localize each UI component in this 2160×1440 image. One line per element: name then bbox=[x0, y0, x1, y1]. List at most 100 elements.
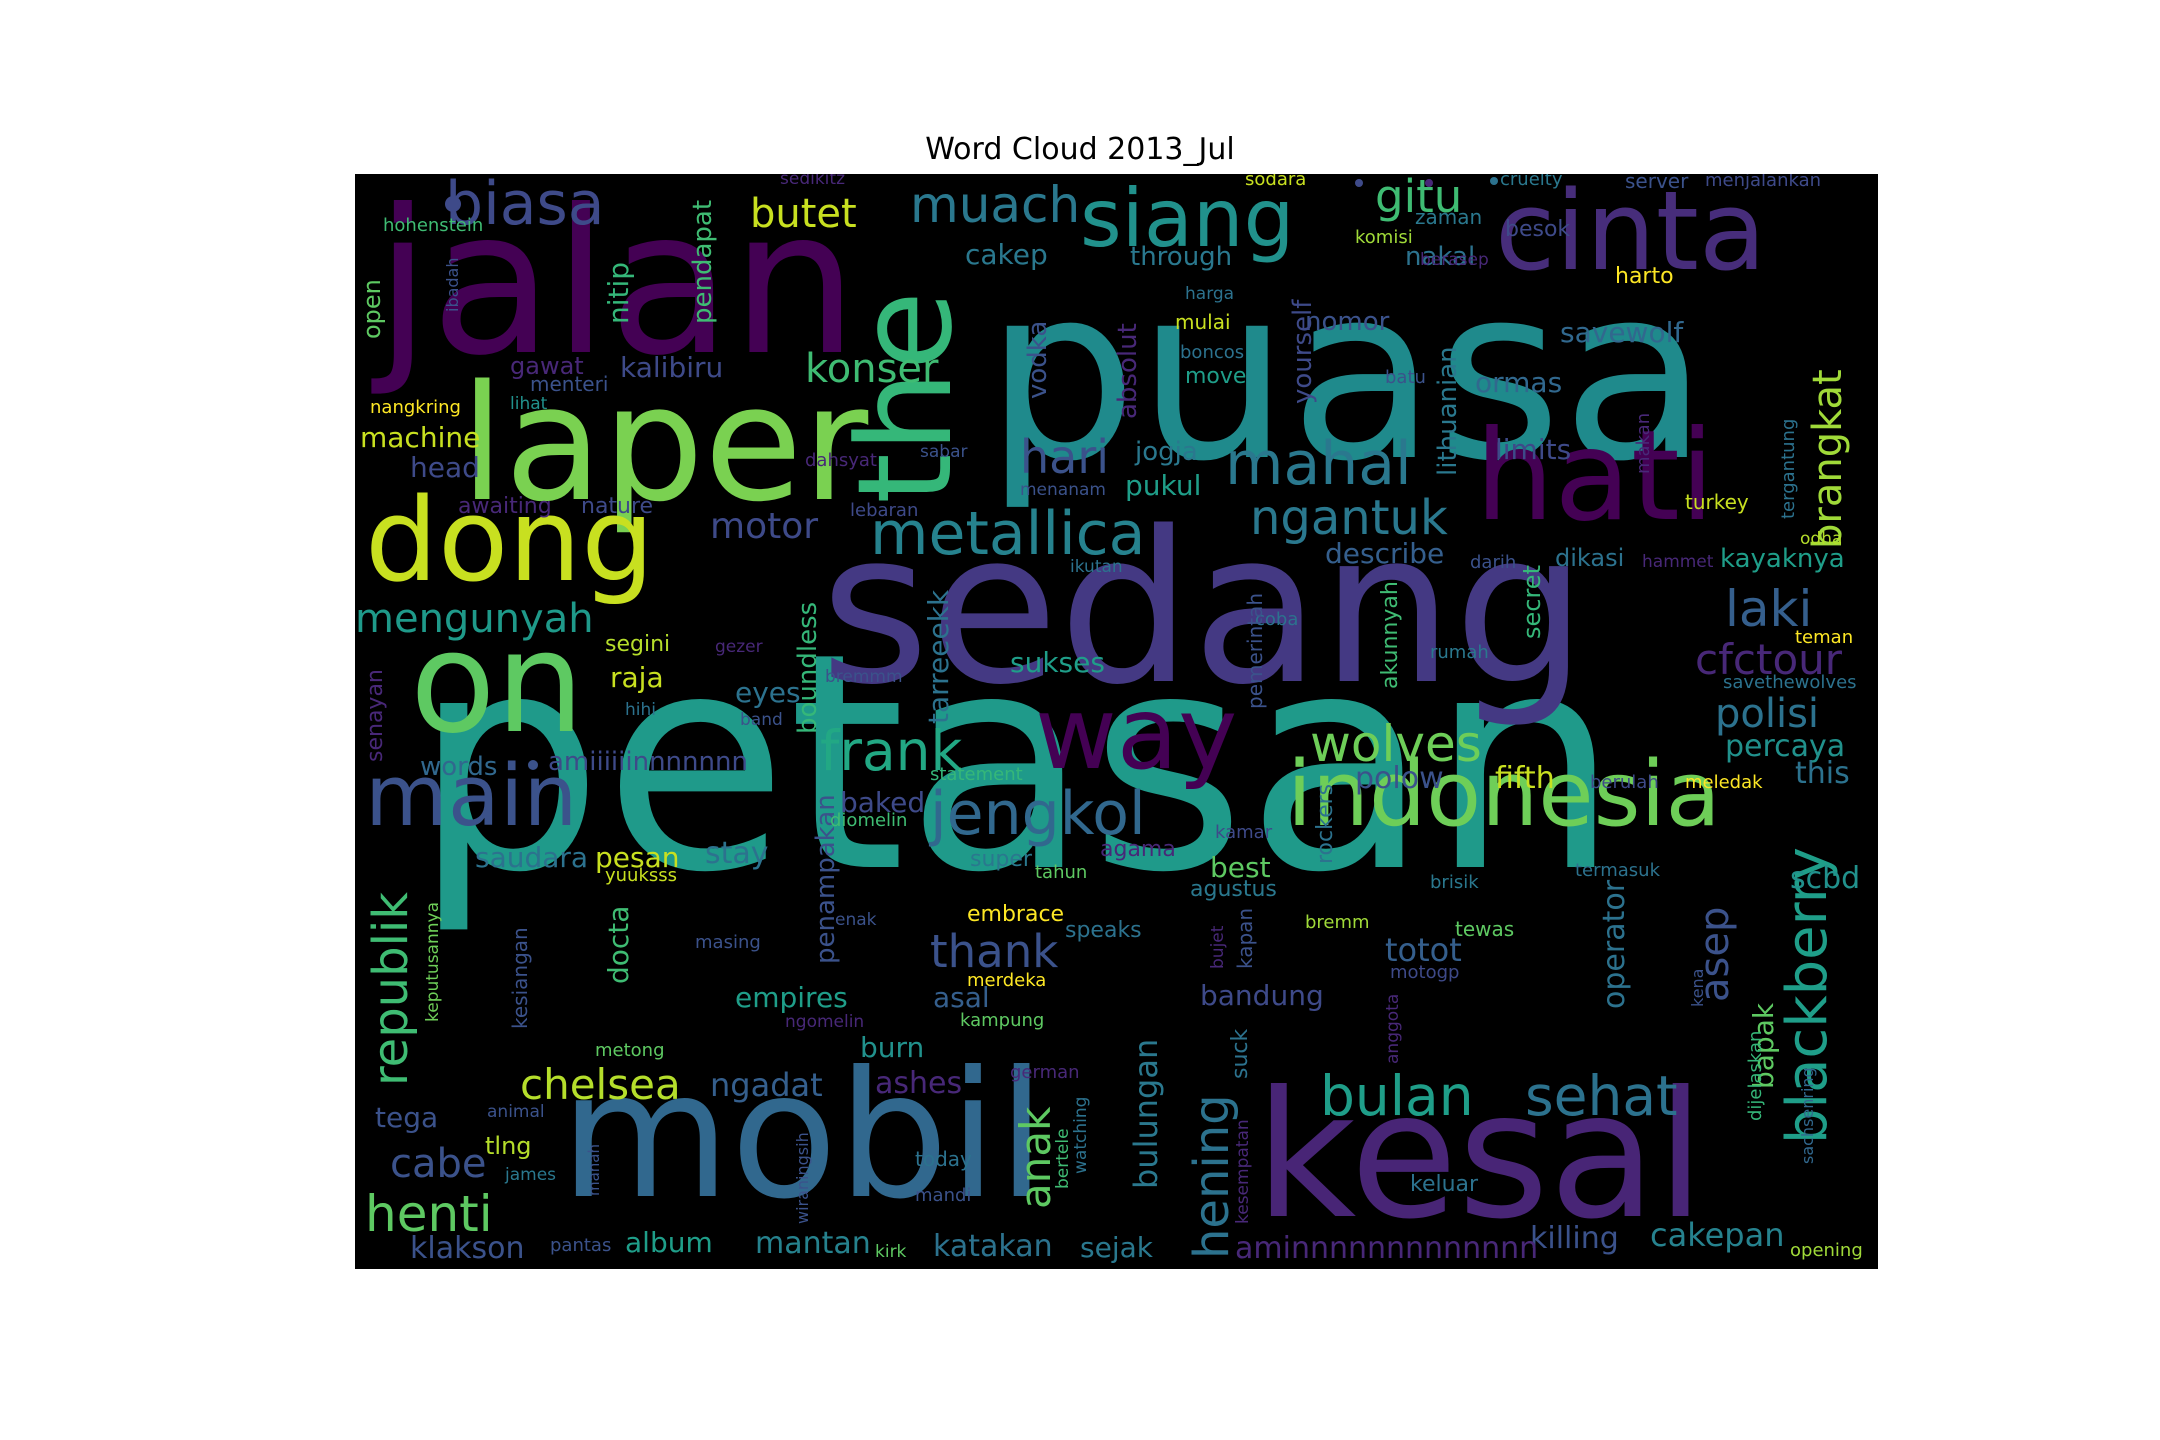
word-komisi: komisi bbox=[1355, 227, 1413, 248]
word-nomor: nomor bbox=[1305, 307, 1390, 337]
bullet-dot bbox=[1355, 179, 1363, 187]
word-band: band bbox=[740, 710, 783, 730]
word-secret: secret bbox=[1518, 565, 1546, 639]
word-menjalankan: menjalankan bbox=[1705, 174, 1822, 191]
word-enak: enak bbox=[835, 910, 877, 930]
word-hammet: hammet bbox=[1642, 552, 1714, 572]
word-mobil: mobil bbox=[560, 1035, 1046, 1238]
word-sehat: sehat bbox=[1525, 1064, 1678, 1128]
word-tlng: tlng bbox=[485, 1132, 532, 1160]
word-pesan: pesan bbox=[595, 841, 680, 874]
word-stay: stay bbox=[705, 836, 769, 871]
word-opening: opening bbox=[1790, 1240, 1863, 1261]
word-laper: laper bbox=[460, 350, 869, 537]
word-henti: henti bbox=[365, 1185, 493, 1243]
word-diomelin: diomelin bbox=[830, 810, 908, 831]
word-cinta: cinta bbox=[1495, 174, 1767, 295]
word-tewas: tewas bbox=[1455, 917, 1515, 941]
word-yourself: yourself bbox=[1288, 299, 1318, 404]
word-burn: burn bbox=[860, 1031, 925, 1064]
word-coba: coba bbox=[1255, 609, 1299, 630]
word-watching: watching bbox=[1071, 1096, 1091, 1174]
word-album: album bbox=[625, 1226, 713, 1259]
word-hening: hening bbox=[1184, 1094, 1240, 1259]
word-anak: anak bbox=[1011, 1106, 1060, 1209]
word-ngomelin: ngomelin bbox=[785, 1012, 865, 1032]
word-dahsyat: dahsyat bbox=[805, 450, 877, 471]
word-amiiiiiinnnnnnn: amiiiiiinnnnnnn bbox=[548, 747, 748, 777]
word-cabe: cabe bbox=[390, 1141, 487, 1187]
word-cakepan: cakepan bbox=[1650, 1216, 1785, 1254]
word-tergantung: tergantung bbox=[1778, 418, 1799, 519]
word-muach: muach bbox=[910, 176, 1081, 234]
bullet-dot bbox=[1425, 179, 1433, 187]
word-empires: empires bbox=[735, 981, 848, 1014]
word-kena: kena bbox=[1688, 968, 1707, 1007]
word-senayan: senayan bbox=[363, 669, 388, 762]
word-butet: butet bbox=[750, 191, 857, 237]
word-odha: odha bbox=[1800, 529, 1843, 549]
word-tega: tega bbox=[375, 1101, 439, 1134]
word-hihi: hihi bbox=[625, 700, 656, 720]
word-gawat: gawat bbox=[510, 352, 584, 380]
word-gezer: gezer bbox=[715, 637, 763, 657]
word-through: through bbox=[1130, 242, 1233, 272]
word-segini: segini bbox=[605, 632, 671, 657]
word-harto: harto bbox=[1615, 264, 1674, 289]
word-super: super bbox=[970, 847, 1032, 872]
figure-title: Word Cloud 2013_Jul bbox=[925, 132, 1235, 167]
word-totot: totot bbox=[1385, 931, 1462, 969]
word-lihat: lihat bbox=[510, 394, 548, 414]
word-ibadah: ibadah bbox=[443, 257, 462, 312]
word-server: server bbox=[1625, 174, 1689, 193]
word-today: today bbox=[915, 1147, 972, 1171]
word-biasa: biasa bbox=[445, 174, 605, 239]
word-batu: batu bbox=[1385, 367, 1426, 388]
word-tahun: tahun bbox=[1035, 862, 1088, 883]
word-animal: animal bbox=[487, 1102, 545, 1122]
word-berasep: berasep bbox=[1420, 250, 1489, 270]
word-kesempatan: kesempatan bbox=[1233, 1119, 1253, 1224]
word-james: james bbox=[505, 1165, 557, 1185]
word-kayaknya: kayaknya bbox=[1720, 544, 1845, 574]
word-frank: frank bbox=[820, 719, 963, 783]
word-masing: masing bbox=[695, 932, 761, 953]
word-petasan: petasan bbox=[413, 589, 1620, 938]
word-keluar: keluar bbox=[1410, 1172, 1479, 1197]
word-menanam: menanam bbox=[1020, 480, 1106, 500]
word-sukses: sukses bbox=[1010, 646, 1105, 679]
word-sodara: sodara bbox=[1245, 174, 1307, 190]
word-main: main bbox=[365, 747, 578, 846]
word-termasuk: termasuk bbox=[1575, 860, 1660, 881]
word-boundless: boundless bbox=[793, 601, 823, 734]
word-kesiangan: kesiangan bbox=[508, 927, 532, 1029]
word-lithuanian: lithuanian bbox=[1433, 346, 1463, 476]
word-sejak: sejak bbox=[1080, 1231, 1153, 1264]
word-ashes: ashes bbox=[875, 1066, 963, 1101]
word-savethewolves: savethewolves bbox=[1723, 672, 1857, 693]
word-hohenstein: hohenstein bbox=[383, 215, 484, 236]
word-kapan: kapan bbox=[1233, 907, 1257, 969]
word-makan: makan bbox=[1633, 412, 1654, 474]
word-awaiting: awaiting bbox=[458, 494, 552, 519]
word-vodka: vodka bbox=[1023, 320, 1053, 399]
word-agama: agama bbox=[1100, 837, 1176, 862]
word-mahal: mahal bbox=[1225, 429, 1412, 499]
word-rockers: rockers bbox=[1313, 783, 1338, 864]
word-katakan: katakan bbox=[933, 1229, 1053, 1264]
word-metong: metong bbox=[595, 1040, 665, 1061]
word-agustus: agustus bbox=[1190, 877, 1277, 902]
word-darih: darih bbox=[1470, 552, 1517, 573]
word-best: best bbox=[1210, 851, 1271, 884]
word-motor: motor bbox=[710, 506, 819, 547]
word-indonesia: indonesia bbox=[1287, 742, 1721, 847]
word-konser: konser bbox=[805, 346, 939, 392]
word-manah: manah bbox=[585, 1143, 603, 1196]
word-besok: besok bbox=[1505, 217, 1571, 242]
word-dijelaskan: dijelaskan bbox=[1745, 1030, 1766, 1121]
word-motogp: motogp bbox=[1390, 962, 1460, 983]
word-dong: dong bbox=[365, 474, 655, 608]
word-anggota: anggota bbox=[1383, 993, 1403, 1064]
word-embrace: embrace bbox=[967, 902, 1065, 927]
word-merdeka: merdeka bbox=[967, 970, 1047, 991]
